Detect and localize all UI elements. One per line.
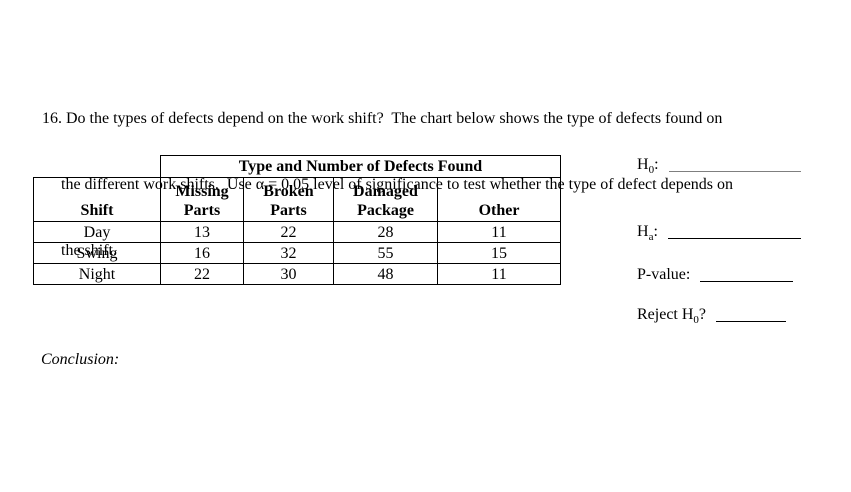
h0-field: H0: [637, 154, 801, 176]
value-cell: 30 [243, 263, 334, 285]
shift-cell: Day [33, 221, 161, 243]
col-header-damaged-package: Damaged Package [333, 177, 438, 222]
pvalue-blank [700, 265, 794, 282]
table-row-swing: Swing 16 32 55 15 [33, 242, 561, 264]
value-cell: 32 [243, 242, 334, 264]
value-cell: 16 [160, 242, 244, 264]
h0-label: H0: [637, 156, 659, 177]
pvalue-label: P-value: [637, 266, 691, 283]
reject-blank [716, 305, 787, 322]
table-title-cell: Type and Number of Defects Found [160, 155, 561, 178]
table-corner-empty-cell [34, 156, 161, 178]
ha-label: Ha: [637, 223, 658, 244]
value-cell: 55 [333, 242, 438, 264]
question-line-1: 16. Do the types of defects depend on th… [42, 110, 723, 127]
pvalue-field: P-value: [637, 264, 794, 286]
col-header-broken-parts: Broken Parts [243, 177, 334, 222]
reject-subscript: 0 [693, 314, 699, 327]
ha-blank [667, 222, 801, 239]
shift-column-header: Shift [33, 177, 161, 222]
col-header-missing-parts: Missing Parts [160, 177, 244, 222]
value-cell: 11 [437, 263, 561, 285]
h0-blank [668, 155, 801, 172]
h0-subscript: 0 [648, 164, 655, 177]
table-header-row: Shift Missing Parts Broken Parts Damaged… [33, 177, 561, 222]
shift-cell: Night [33, 263, 161, 285]
conclusion-label: Conclusion: [41, 351, 120, 368]
value-cell: 13 [160, 221, 244, 243]
ha-subscript: a [648, 231, 654, 244]
value-cell: 22 [243, 221, 334, 243]
col-header-other: Other [437, 177, 561, 222]
value-cell: 15 [437, 242, 561, 264]
reject-label: Reject H0? [637, 306, 707, 327]
value-cell: 11 [437, 221, 561, 243]
table-title-row: Type and Number of Defects Found [34, 155, 561, 178]
value-cell: 28 [333, 221, 438, 243]
table-row-day: Day 13 22 28 11 [33, 221, 561, 243]
reject-field: Reject H0? [637, 304, 787, 327]
shift-cell: Swing [33, 242, 161, 264]
value-cell: 48 [333, 263, 438, 285]
table-row-night: Night 22 30 48 11 [33, 263, 561, 285]
defects-table: Type and Number of Defects Found Shift M… [33, 155, 561, 285]
value-cell: 22 [160, 263, 244, 285]
ha-field: Ha: [637, 221, 801, 243]
